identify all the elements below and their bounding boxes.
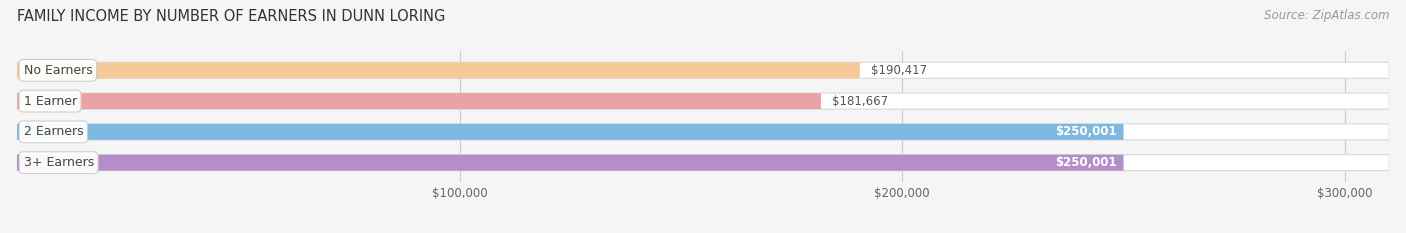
FancyBboxPatch shape bbox=[17, 93, 1389, 109]
Text: $190,417: $190,417 bbox=[870, 64, 927, 77]
Text: 2 Earners: 2 Earners bbox=[24, 125, 83, 138]
Text: Source: ZipAtlas.com: Source: ZipAtlas.com bbox=[1264, 9, 1389, 22]
Text: 3+ Earners: 3+ Earners bbox=[24, 156, 94, 169]
Text: No Earners: No Earners bbox=[24, 64, 93, 77]
Text: $181,667: $181,667 bbox=[832, 95, 889, 108]
FancyBboxPatch shape bbox=[17, 155, 1389, 171]
FancyBboxPatch shape bbox=[17, 124, 1123, 140]
FancyBboxPatch shape bbox=[17, 155, 1123, 171]
FancyBboxPatch shape bbox=[17, 62, 1389, 78]
FancyBboxPatch shape bbox=[17, 62, 860, 78]
FancyBboxPatch shape bbox=[17, 93, 821, 109]
Text: FAMILY INCOME BY NUMBER OF EARNERS IN DUNN LORING: FAMILY INCOME BY NUMBER OF EARNERS IN DU… bbox=[17, 9, 446, 24]
FancyBboxPatch shape bbox=[17, 124, 1389, 140]
Text: $250,001: $250,001 bbox=[1056, 125, 1116, 138]
Text: 1 Earner: 1 Earner bbox=[24, 95, 77, 108]
Text: $250,001: $250,001 bbox=[1056, 156, 1116, 169]
